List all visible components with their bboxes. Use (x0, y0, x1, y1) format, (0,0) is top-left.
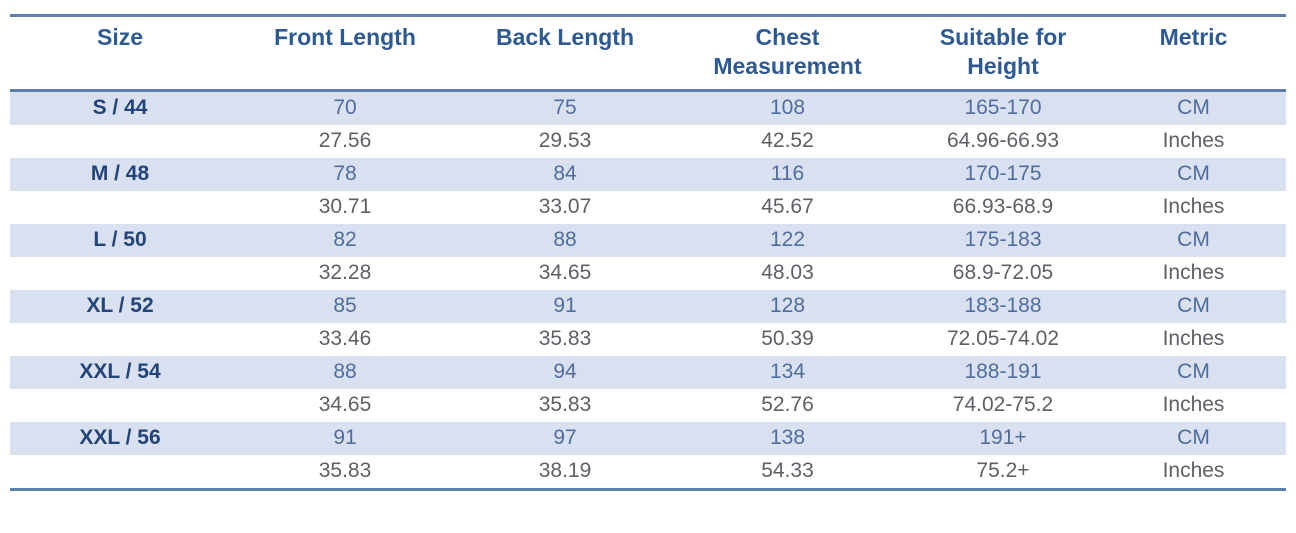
header-front-length: Front Length (230, 15, 460, 92)
table-header: Size Front Length Back Length Chest Meas… (10, 15, 1286, 92)
header-suitable-height: Suitable for Height (905, 15, 1101, 92)
cell-size: XL / 52 (86, 294, 154, 318)
table-row: XL / 52 85 91 128 183-188 CM (10, 289, 1286, 323)
header-metric: Metric (1101, 15, 1286, 92)
header-back-length: Back Length (460, 15, 670, 92)
cell-chest-measurement: 48.03 (761, 261, 814, 285)
cell-size: XXL / 56 (79, 426, 161, 450)
cell-front-length: 30.71 (318, 195, 372, 219)
cell-front-length: 70 (333, 96, 357, 120)
cell-chest-measurement: 134 (769, 360, 806, 384)
cell-size (10, 257, 230, 290)
table-row: 30.71 33.07 45.67 66.93-68.9 Inches (10, 190, 1286, 224)
cell-suitable-height: 72.05-74.02 (946, 327, 1060, 351)
cell-size (10, 323, 230, 356)
cell-suitable-height: 74.02-75.2 (952, 393, 1054, 417)
table-row: 35.83 38.19 54.33 75.2+ Inches (10, 454, 1286, 490)
cell-metric: CM (1177, 228, 1210, 252)
cell-suitable-height: 68.9-72.05 (952, 261, 1054, 285)
cell-metric: CM (1177, 294, 1210, 318)
cell-metric: CM (1177, 96, 1210, 120)
cell-front-length: 33.46 (318, 327, 372, 351)
cell-front-length: 35.83 (318, 459, 372, 483)
cell-metric: Inches (1162, 327, 1225, 351)
table-row: 27.56 29.53 42.52 64.96-66.93 Inches (10, 124, 1286, 158)
table-row: XXL / 54 88 94 134 188-191 CM (10, 355, 1286, 389)
cell-front-length: 34.65 (318, 393, 372, 417)
cell-suitable-height: 75.2+ (976, 459, 1030, 483)
cell-back-length: 35.83 (538, 327, 592, 351)
cell-size (10, 191, 230, 224)
size-chart-table: Size Front Length Back Length Chest Meas… (10, 14, 1286, 491)
cell-back-length: 29.53 (538, 129, 592, 153)
table-row: S / 44 70 75 108 165-170 CM (10, 90, 1286, 125)
cell-metric: CM (1177, 426, 1210, 450)
table-row: L / 50 82 88 122 175-183 CM (10, 223, 1286, 257)
cell-size (10, 125, 230, 158)
header-row: Size Front Length Back Length Chest Meas… (10, 15, 1286, 92)
cell-chest-measurement: 138 (769, 426, 806, 450)
cell-suitable-height: 183-188 (964, 294, 1042, 318)
cell-chest-measurement: 45.67 (761, 195, 814, 219)
table-row: XXL / 56 91 97 138 191+ CM (10, 421, 1286, 455)
cell-metric: Inches (1162, 393, 1225, 417)
cell-back-length: 38.19 (538, 459, 592, 483)
table-row: M / 48 78 84 116 170-175 CM (10, 157, 1286, 191)
cell-front-length: 91 (333, 426, 357, 450)
cell-back-length: 33.07 (538, 195, 592, 219)
table-body: S / 44 70 75 108 165-170 CM 27.56 29.53 … (10, 90, 1286, 489)
cell-metric: CM (1177, 360, 1210, 384)
cell-suitable-height: 165-170 (964, 96, 1042, 120)
cell-front-length: 85 (333, 294, 357, 318)
cell-suitable-height: 188-191 (964, 360, 1042, 384)
table-row: 32.28 34.65 48.03 68.9-72.05 Inches (10, 256, 1286, 290)
cell-size: M / 48 (90, 162, 150, 186)
cell-metric: Inches (1162, 459, 1225, 483)
cell-metric: Inches (1162, 261, 1225, 285)
cell-suitable-height: 170-175 (964, 162, 1042, 186)
cell-chest-measurement: 54.33 (761, 459, 814, 483)
cell-metric: Inches (1162, 129, 1225, 153)
cell-chest-measurement: 116 (770, 162, 805, 186)
cell-back-length: 97 (553, 426, 577, 450)
cell-suitable-height: 66.93-68.9 (952, 195, 1054, 219)
cell-front-length: 32.28 (318, 261, 372, 285)
header-size: Size (10, 15, 230, 92)
cell-front-length: 82 (333, 228, 357, 252)
cell-back-length: 75 (553, 96, 577, 120)
cell-chest-measurement: 50.39 (761, 327, 814, 351)
cell-back-length: 34.65 (538, 261, 592, 285)
cell-size: L / 50 (93, 228, 147, 252)
cell-suitable-height: 64.96-66.93 (946, 129, 1060, 153)
cell-chest-measurement: 128 (769, 294, 806, 318)
cell-metric: CM (1177, 162, 1210, 186)
cell-back-length: 91 (553, 294, 577, 318)
cell-front-length: 27.56 (318, 129, 372, 153)
cell-back-length: 84 (553, 162, 577, 186)
cell-back-length: 88 (553, 228, 577, 252)
table-row: 33.46 35.83 50.39 72.05-74.02 Inches (10, 322, 1286, 356)
cell-size (10, 389, 230, 422)
header-chest-measurement: Chest Measurement (670, 15, 905, 92)
cell-suitable-height: 191+ (979, 426, 1027, 450)
cell-metric: Inches (1162, 195, 1225, 219)
cell-front-length: 88 (333, 360, 357, 384)
cell-back-length: 94 (553, 360, 577, 384)
cell-chest-measurement: 42.52 (761, 129, 814, 153)
cell-size (10, 455, 230, 490)
cell-size: XXL / 54 (79, 360, 161, 384)
cell-chest-measurement: 108 (769, 96, 806, 120)
cell-chest-measurement: 122 (769, 228, 806, 252)
cell-suitable-height: 175-183 (964, 228, 1042, 252)
cell-size: S / 44 (92, 96, 148, 120)
cell-chest-measurement: 52.76 (761, 393, 814, 417)
cell-back-length: 35.83 (538, 393, 592, 417)
cell-front-length: 78 (333, 162, 357, 186)
table-row: 34.65 35.83 52.76 74.02-75.2 Inches (10, 388, 1286, 422)
